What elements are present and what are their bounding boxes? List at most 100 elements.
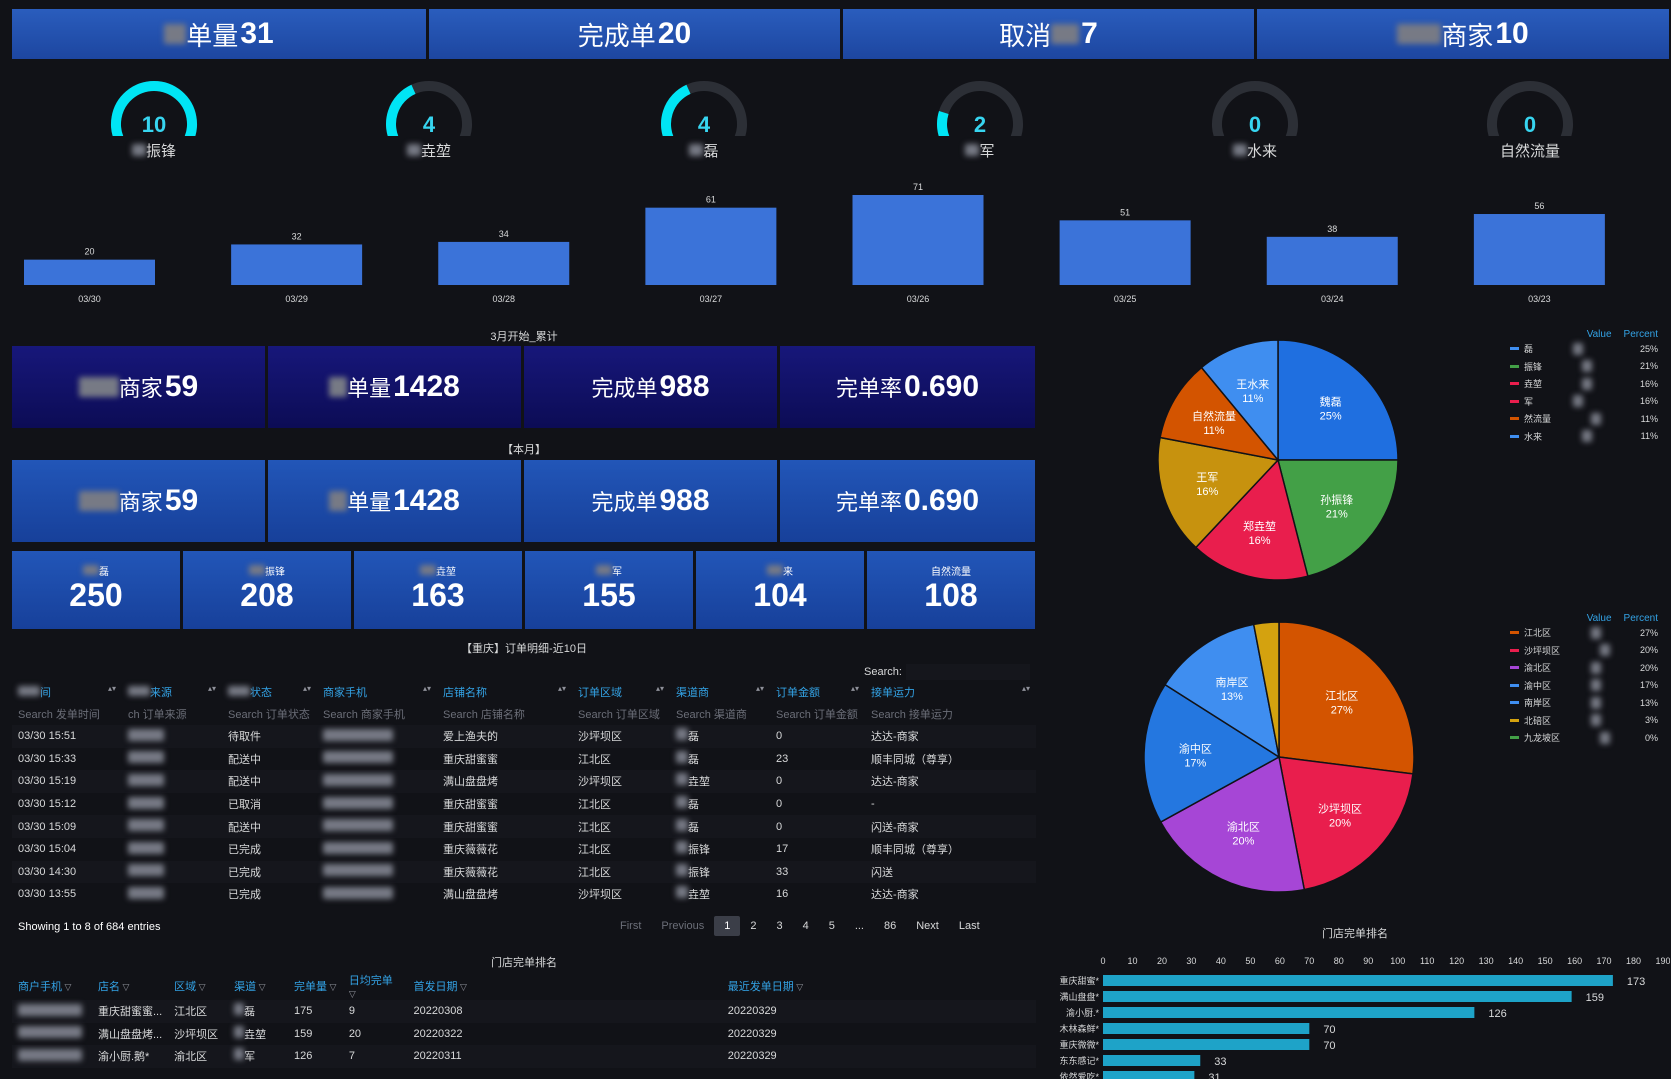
bar-03/28 [438, 241, 570, 285]
rank-col-header[interactable]: 店名 ▽ [92, 972, 168, 1000]
sort-icon[interactable]: ▴▾ [422, 684, 431, 693]
orders-filter-input[interactable]: Search 发单时间 [18, 709, 100, 721]
rank-col-header[interactable]: 日均完单 ▽ [343, 972, 408, 1000]
sort-icon[interactable]: ▴▾ [755, 684, 764, 693]
filter-icon[interactable]: ▽ [119, 982, 130, 992]
filter-icon[interactable]: ▽ [196, 982, 206, 992]
masked-text [323, 864, 393, 877]
rank-col-header[interactable]: 商户手机 ▽ [12, 972, 92, 1000]
orders-filter-input[interactable]: Search 订单状态 [228, 709, 310, 721]
pager-86[interactable]: 86 [883, 920, 897, 932]
sort-icon[interactable]: ▴▾ [107, 684, 116, 693]
gauge-value: 10 [141, 112, 167, 137]
rank-bar [1103, 975, 1613, 986]
table-cell [122, 748, 222, 771]
table-cell [317, 883, 437, 906]
legend-item[interactable]: 沙坪坝区 20% [1510, 642, 1658, 660]
legend-swatch [1510, 631, 1519, 635]
legend-item[interactable]: 北碚区 3% [1510, 712, 1658, 730]
pager-Next[interactable]: Next [916, 920, 939, 932]
source-label: 自然流量 [867, 563, 1035, 578]
table-cell: 20220308 [407, 1000, 722, 1023]
daily-order-bar-chart: 20 03/30 32 03/29 34 03/28 61 03/27 71 03/26 51 03/… [24, 182, 1605, 304]
legend-item[interactable]: 振锋 21% [1510, 358, 1658, 376]
pager-5[interactable]: 5 [828, 920, 835, 932]
orders-col-header[interactable]: 状态 ▴▾ [222, 681, 317, 703]
sort-icon[interactable]: ▴▾ [207, 684, 216, 693]
filter-icon[interactable]: ▽ [457, 982, 467, 992]
legend-percent-header[interactable]: Percent [1623, 329, 1658, 340]
pager-...[interactable]: ... [854, 920, 864, 932]
x-tick-label: 180 [1626, 956, 1641, 966]
legend-swatch [1510, 364, 1519, 368]
orders-filter-input[interactable]: Search 商家手机 [323, 709, 405, 721]
bar-03/29 [231, 244, 363, 285]
legend-item[interactable]: 军 16% [1510, 393, 1658, 411]
legend-item[interactable]: 垚堃 16% [1510, 375, 1658, 393]
table-row: 重庆甜蜜蜜... 江北区 磊 175 9 20220308 20220329 [12, 1000, 1036, 1023]
orders-title: 【重庆】订单明细-近10日 [461, 643, 587, 655]
legend-item[interactable]: 然流量 11% [1510, 410, 1658, 428]
orders-col-header[interactable]: 店铺名称 ▴▾ [437, 681, 572, 703]
orders-col-header[interactable]: 间 ▴▾ [12, 681, 122, 703]
sort-icon[interactable]: ▴▾ [655, 684, 664, 693]
legend-item[interactable]: 九龙坡区 0% [1510, 729, 1658, 747]
sort-icon[interactable]: ▴▾ [557, 684, 566, 693]
masked-text [676, 796, 688, 809]
sort-icon[interactable]: ▴▾ [1021, 684, 1030, 693]
legend-item[interactable]: 渝中区 17% [1510, 677, 1658, 695]
source-label-text: 自然流量 [931, 567, 971, 578]
cell-text: 垚堃 [244, 1028, 267, 1041]
pager-2[interactable]: 2 [750, 920, 757, 932]
masked-text [128, 841, 164, 854]
rank-bar-value: 159 [1586, 992, 1604, 1004]
rank-col-header[interactable]: 完单量 ▽ [288, 972, 343, 1000]
pager-Last[interactable]: Last [958, 920, 980, 932]
filter-icon[interactable]: ▽ [793, 982, 804, 992]
rank-col-header[interactable]: 区域 ▽ [168, 972, 228, 1000]
legend-item[interactable]: 南岸区 13% [1510, 694, 1658, 712]
legend-item[interactable]: 渝北区 20% [1510, 659, 1658, 677]
orders-col-header[interactable]: 来源 ▴▾ [122, 681, 222, 703]
rank-bar [1103, 1055, 1201, 1066]
legend-value-header[interactable]: Value [1586, 329, 1612, 340]
table-cell: 03/30 15:19 [12, 770, 122, 793]
masked-text [676, 841, 688, 854]
rank-col-header[interactable]: 渠道 ▽ [228, 972, 288, 1000]
orders-filter-input[interactable]: Search 订单区域 [578, 709, 660, 721]
pager-First[interactable]: First [620, 920, 642, 932]
month-merchants: 商家 59 [12, 460, 265, 542]
legend-percent-header[interactable]: Percent [1623, 613, 1658, 624]
orders-filter-input[interactable]: Search 渠道商 [676, 709, 747, 721]
orders-filter-input[interactable]: Search 接单运力 [871, 709, 953, 721]
masked-text [323, 841, 393, 854]
orders-filter-input[interactable]: Search 订单金额 [776, 709, 858, 721]
rank-col-header[interactable]: 首发日期 ▽ [408, 972, 722, 1000]
orders-col-header[interactable]: 订单金额 ▴▾ [770, 681, 865, 703]
pager-1[interactable]: 1 [714, 916, 741, 936]
pie-slice-name: 王军 [1196, 471, 1218, 484]
pager-3[interactable]: 3 [776, 920, 783, 932]
orders-filter-input[interactable]: Search 店铺名称 [443, 709, 525, 721]
legend-item[interactable]: 江北区 27% [1510, 624, 1658, 642]
sort-icon[interactable]: ▴▾ [302, 684, 311, 693]
filter-icon[interactable]: ▽ [62, 982, 72, 992]
pager-4[interactable]: 4 [802, 920, 809, 932]
orders-filter-input[interactable]: ch 订单来源 [128, 709, 187, 721]
orders-search-input[interactable] [906, 664, 1030, 680]
filter-icon[interactable]: ▽ [256, 982, 266, 992]
legend-value-header[interactable]: Value [1586, 613, 1612, 624]
table-cell: 闪送-商家 [865, 815, 1036, 838]
orders-col-header[interactable]: 渠道商 ▴▾ [670, 681, 770, 703]
legend-item[interactable]: 水来 11% [1510, 428, 1658, 446]
filter-icon[interactable]: ▽ [326, 982, 337, 992]
orders-col-header[interactable]: 商家手机 ▴▾ [317, 681, 437, 703]
sort-icon[interactable]: ▴▾ [850, 684, 859, 693]
legend-item[interactable]: 磊 25% [1510, 340, 1658, 358]
masked-text [234, 1048, 245, 1061]
orders-col-header[interactable]: 订单区域 ▴▾ [572, 681, 670, 703]
pager-Previous[interactable]: Previous [661, 920, 705, 932]
filter-icon[interactable]: ▽ [348, 989, 356, 999]
orders-col-header[interactable]: 接单运力 ▴▾ [865, 681, 1036, 703]
rank-col-header[interactable]: 最近发单日期 ▽ [722, 972, 1036, 1000]
